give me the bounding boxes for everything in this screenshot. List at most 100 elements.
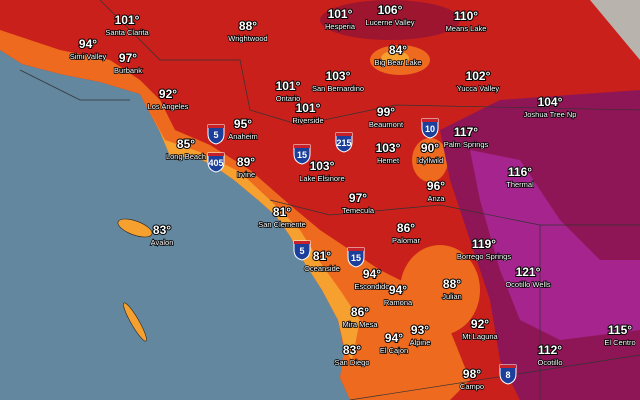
temperature-label: 110°	[454, 9, 478, 23]
temperature-label: 96°	[427, 179, 445, 193]
place-name: Yucca Valley	[457, 84, 500, 93]
place-name: Hesperia	[325, 22, 356, 31]
temperature-label: 106°	[378, 3, 403, 17]
temperature-label: 83°	[343, 343, 361, 357]
temperature-label: 116°	[508, 165, 532, 179]
place-name: Long Beach	[166, 152, 206, 161]
temperature-label: 89°	[237, 155, 255, 169]
temperature-label: 121°	[516, 265, 541, 279]
san-clemente-island	[123, 302, 147, 342]
mountain-cool-area	[400, 245, 480, 335]
place-name: Beaumont	[369, 120, 404, 129]
place-name: Oceanside	[304, 264, 340, 273]
highway-shield-top	[422, 119, 438, 122]
temperature-label: 92°	[471, 317, 489, 331]
highway-number: 15	[297, 150, 307, 160]
highway-number: 5	[213, 130, 218, 140]
place-name: Ocotillo	[537, 358, 562, 367]
highway-number: 5	[299, 246, 304, 256]
temperature-label: 94°	[363, 267, 381, 281]
place-name: Ontario	[276, 94, 301, 103]
highway-shield	[207, 124, 225, 145]
highway-shield	[293, 144, 311, 165]
top-right-unshaded	[590, 0, 640, 60]
place-name: Means Lake	[446, 24, 487, 33]
place-name: Big Bear Lake	[374, 58, 421, 67]
place-name: San Diego	[334, 358, 369, 367]
temperature-label: 99°	[377, 105, 395, 119]
place-name: Mira Mesa	[342, 320, 378, 329]
temperature-label: 97°	[349, 191, 367, 205]
temperature-label: 102°	[466, 69, 491, 83]
highway-shield	[421, 118, 439, 139]
highway-number: 8	[505, 370, 510, 380]
place-name: Palm Springs	[444, 140, 489, 149]
place-name: Simi Valley	[70, 52, 107, 61]
place-name: Escondido	[354, 282, 389, 291]
place-name: Riverside	[292, 116, 323, 125]
temperature-label: 101°	[115, 13, 140, 27]
temperature-label: 86°	[351, 305, 369, 319]
place-name: Irvine	[237, 170, 255, 179]
highway-number: 10	[425, 124, 435, 134]
highway-shield-top	[500, 365, 516, 368]
highway-number: 15	[351, 253, 361, 263]
place-name: Burbank	[114, 66, 142, 75]
temperature-label: 81°	[313, 249, 331, 263]
place-name: Ocotillo Wells	[505, 280, 551, 289]
highway-shield-top	[294, 241, 310, 244]
temperature-label: 83°	[153, 223, 171, 237]
county-line	[99, 0, 640, 126]
temperature-label: 117°	[454, 125, 478, 139]
temperature-label: 90°	[421, 141, 439, 155]
temperature-label: 101°	[328, 7, 353, 21]
temperature-label: 93°	[411, 323, 429, 337]
temperature-label: 103°	[326, 69, 351, 83]
place-name: Temecula	[342, 206, 375, 215]
county-line	[19, 69, 130, 101]
temperature-label: 103°	[310, 159, 335, 173]
mountain-cool-area	[412, 138, 448, 182]
highway-shield-top	[208, 153, 224, 156]
highway-shield-top	[294, 145, 310, 148]
place-name: Avalon	[151, 238, 174, 247]
highway-shield	[335, 132, 353, 153]
catalina-island	[117, 218, 153, 238]
highway-shield-top	[348, 248, 364, 251]
place-name: Ramona	[384, 298, 413, 307]
place-name: San Clemente	[258, 220, 306, 229]
place-name: Lake Elsinore	[299, 174, 344, 183]
temperature-label: 84°	[389, 43, 407, 57]
place-name: Lucerne Valley	[365, 18, 414, 27]
place-name: Santa Clarita	[105, 28, 149, 37]
place-name: El Centro	[604, 338, 635, 347]
temperature-label: 112°	[538, 343, 562, 357]
place-name: El Cajon	[380, 346, 408, 355]
place-name: Borrego Springs	[457, 252, 511, 261]
temperature-label: 88°	[443, 277, 461, 291]
place-name: Alpine	[410, 338, 431, 347]
place-name: Los Angeles	[148, 102, 189, 111]
temperature-label: 101°	[296, 101, 321, 115]
highway-shield-top	[336, 133, 352, 136]
place-name: Thermal	[506, 180, 534, 189]
temperature-label: 103°	[376, 141, 401, 155]
place-name: Palomar	[392, 236, 420, 245]
temperature-label: 86°	[397, 221, 415, 235]
temperature-label: 119°	[472, 237, 496, 251]
temperature-label: 94°	[79, 37, 97, 51]
temperature-label: 92°	[159, 87, 177, 101]
highway-shield-top	[208, 125, 224, 128]
place-name: Wrightwood	[228, 34, 267, 43]
temperature-label: 88°	[239, 19, 257, 33]
county-line	[269, 199, 640, 226]
temperature-label: 81°	[273, 205, 291, 219]
highway-shield	[499, 364, 517, 385]
place-name: Anaheim	[228, 132, 258, 141]
hot-area	[320, 0, 460, 40]
place-name: Campo	[460, 382, 484, 391]
place-name: Julian	[442, 292, 462, 301]
temperature-label: 85°	[177, 137, 195, 151]
